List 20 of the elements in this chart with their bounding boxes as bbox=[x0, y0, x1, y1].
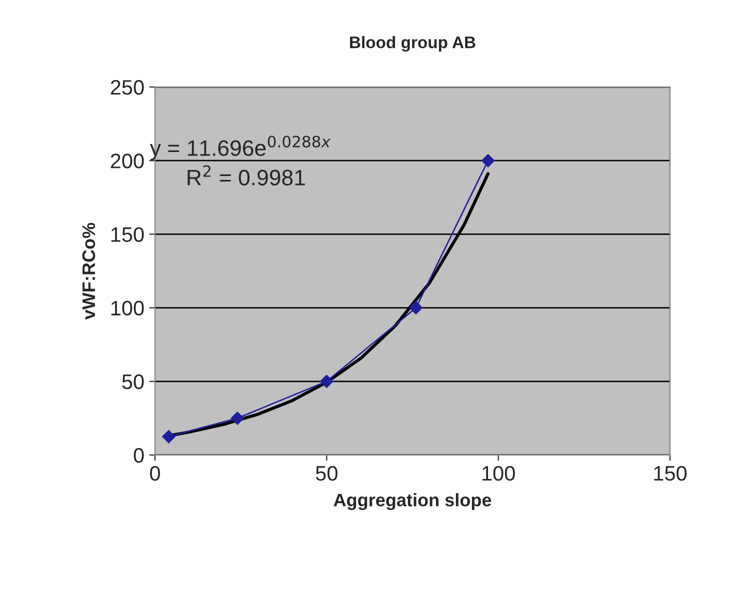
point bbox=[481, 154, 495, 168]
point bbox=[320, 374, 334, 388]
point bbox=[162, 430, 176, 444]
annotation: y = 11.696e$^{0.0288x}$ bbox=[150, 136, 331, 160]
y-axis-title: vWF:RCo% bbox=[82, 222, 96, 320]
x-tick-label: 0 bbox=[150, 466, 160, 481]
x-tick-label: 50 bbox=[316, 466, 338, 481]
annotation: R$^{2}$ = 0.9981 bbox=[188, 165, 305, 186]
x-tick-label: 100 bbox=[482, 466, 515, 481]
y-tick-label: 250 bbox=[110, 80, 144, 95]
point bbox=[409, 301, 423, 314]
y-tick-label: 0 bbox=[134, 448, 144, 463]
y-tick-label: 200 bbox=[110, 154, 144, 168]
y-tick-label: 150 bbox=[111, 227, 144, 242]
x-tick-label: 150 bbox=[654, 466, 687, 481]
y-tick-label: 100 bbox=[111, 300, 144, 316]
x-axis-title: Aggregation slope bbox=[334, 493, 492, 510]
point bbox=[230, 412, 244, 425]
y-tick-label: 50 bbox=[122, 374, 144, 390]
chart-title: Blood group AB bbox=[350, 36, 476, 52]
